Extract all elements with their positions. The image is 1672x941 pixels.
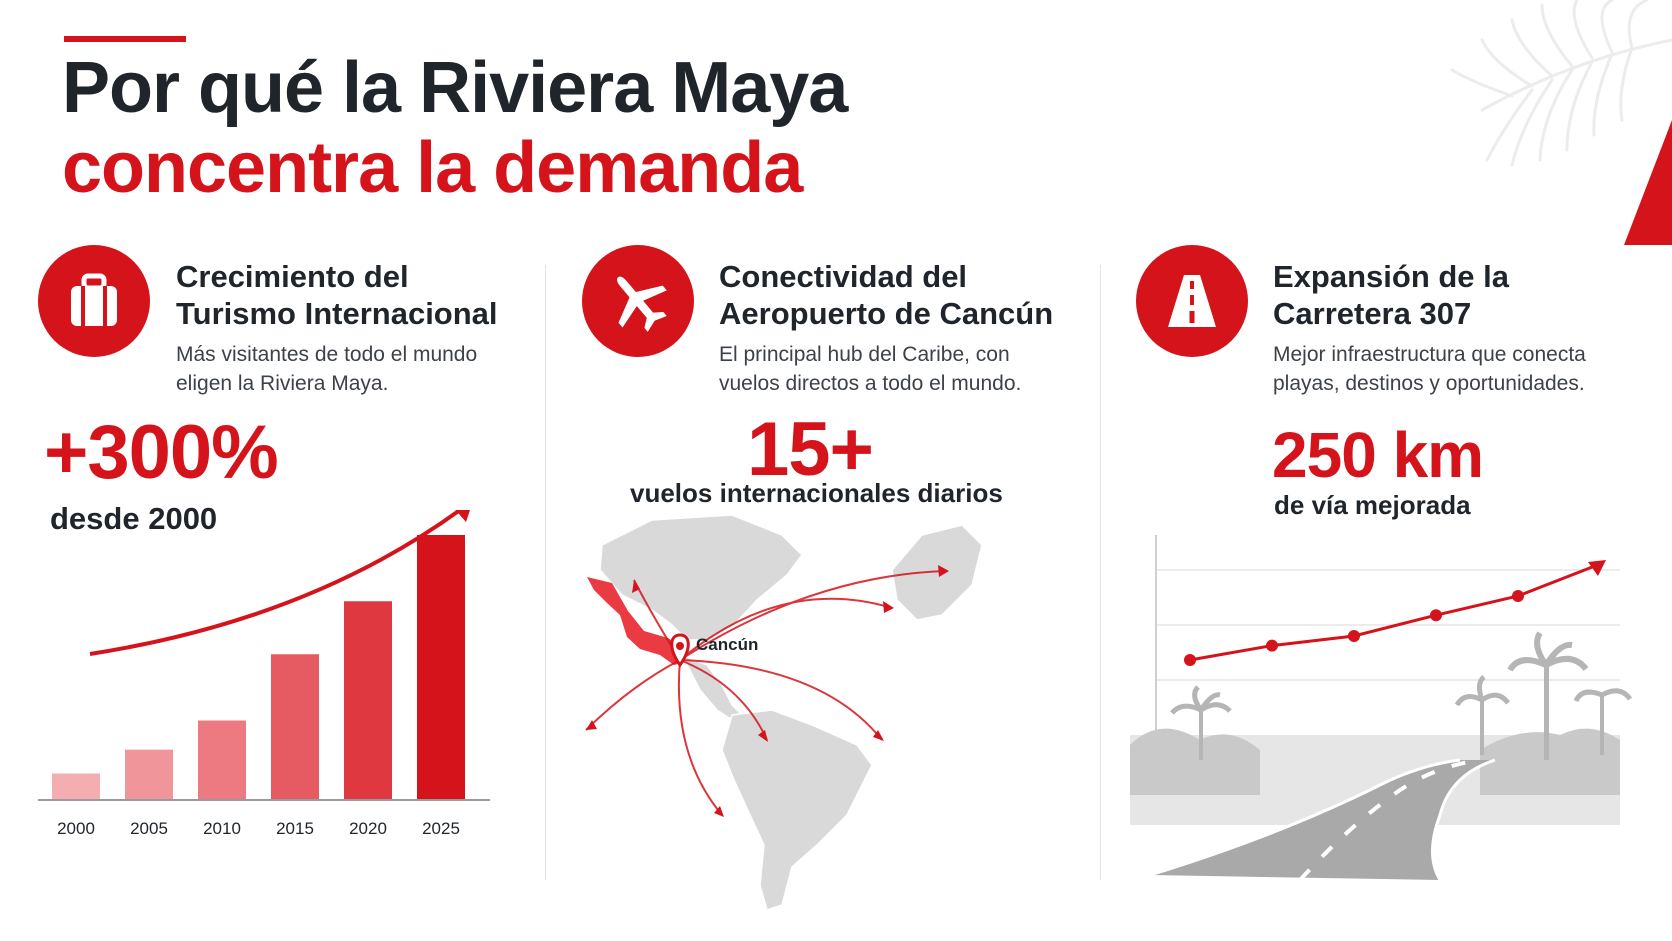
airport-connectivity-title: Conectividad del Aeropuerto de Cancún [719,258,1053,332]
road-growth-line [1184,560,1606,666]
bar [271,654,319,800]
airport-connectivity-stat-caption: vuelos internacionales diarios [630,478,1003,508]
red-corner-decoration [1624,120,1672,245]
title-line-2: concentra la demanda [62,128,803,208]
airport-connectivity-description: El principal hub del Caribe, con vuelos … [719,340,1021,398]
x-tick-label: 2005 [130,819,168,838]
title-line: Crecimiento del [176,259,409,294]
desc-line: Más visitantes de todo el mundo [176,343,478,366]
growth-point [1348,630,1360,642]
airplane-icon [582,245,694,357]
desc-line: vuelos directos a todo el mundo. [719,372,1022,395]
desc-line: El principal hub del Caribe, con [719,343,1010,366]
mexico-highlight [587,577,682,665]
tourism-growth-description: Más visitantes de todo el mundo eligen l… [176,340,477,398]
tourism-growth-stat: +300% [44,410,279,495]
cancun-pin [670,633,690,668]
palm-leaf-decoration [1450,0,1672,167]
airport-connectivity-column: Conectividad del Aeropuerto de Cancún El… [582,245,1102,925]
trend-arrow [89,510,462,656]
highway-expansion-title: Expansión de la Carretera 307 [1273,258,1509,332]
tourism-growth-title: Crecimiento del Turismo Internacional [176,258,498,332]
road-growth-illustration [1130,535,1633,882]
x-tick-label: 2020 [349,819,387,838]
trend-arrow-head [455,510,470,522]
bar [344,601,392,800]
title-line: Carretera 307 [1273,296,1472,331]
bar [198,720,246,800]
x-tick-label: 2025 [422,819,460,838]
desc-line: eligen la Riviera Maya. [176,372,389,395]
cancun-label: Cancún [696,635,758,654]
bar [125,749,173,800]
growth-point [1184,654,1196,666]
x-tick-label: 2000 [57,819,95,838]
highway-expansion-stat-caption: de vía mejorada [1274,490,1471,520]
desc-line: playas, destinos y oportunidades. [1273,372,1585,395]
desc-line: Mejor infraestructura que conecta [1273,343,1586,366]
bar [417,535,465,800]
south-america-shape [721,709,873,911]
tourism-growth-column: Crecimiento del Turismo Internacional Má… [38,245,558,925]
bar [52,773,100,800]
airport-connectivity-stat: 15+ [747,407,874,492]
growth-point [1512,590,1524,602]
title-line: Conectividad del [719,259,968,294]
title-line: Expansión de la [1273,259,1510,294]
x-tick-label: 2010 [203,819,241,838]
tourism-bar-chart: 2000 2005 2010 2015 2020 2025 [38,510,490,838]
highway-expansion-column: Expansión de la Carretera 307 Mejor infr… [1130,245,1656,925]
highway-expansion-description: Mejor infraestructura que conecta playas… [1273,340,1586,398]
palm-trees [1130,631,1633,795]
title-line: Turismo Internacional [176,296,498,331]
column-divider-2 [1100,265,1101,880]
tourism-growth-stat-caption: desde 2000 [50,501,218,536]
highway-expansion-stat: 250 km [1272,419,1484,491]
suitcase-icon [38,245,150,357]
growth-point [1430,609,1442,622]
greenland-shape [891,524,983,621]
growth-arrow-head [1588,560,1606,576]
road-surface [1150,760,1495,880]
growth-point [1266,639,1278,652]
title-line: Aeropuerto de Cancún [719,296,1054,331]
flight-routes-map: Cancún [585,515,983,911]
highway-icon [1136,245,1248,357]
title-line-1: Por qué la Riviera Maya [62,48,848,128]
title-accent-line [64,36,186,42]
x-tick-label: 2015 [276,819,314,838]
column-divider-1 [545,265,546,880]
growth-line [1189,562,1601,662]
page-title: Por qué la Riviera Maya concentra la dem… [62,48,848,208]
